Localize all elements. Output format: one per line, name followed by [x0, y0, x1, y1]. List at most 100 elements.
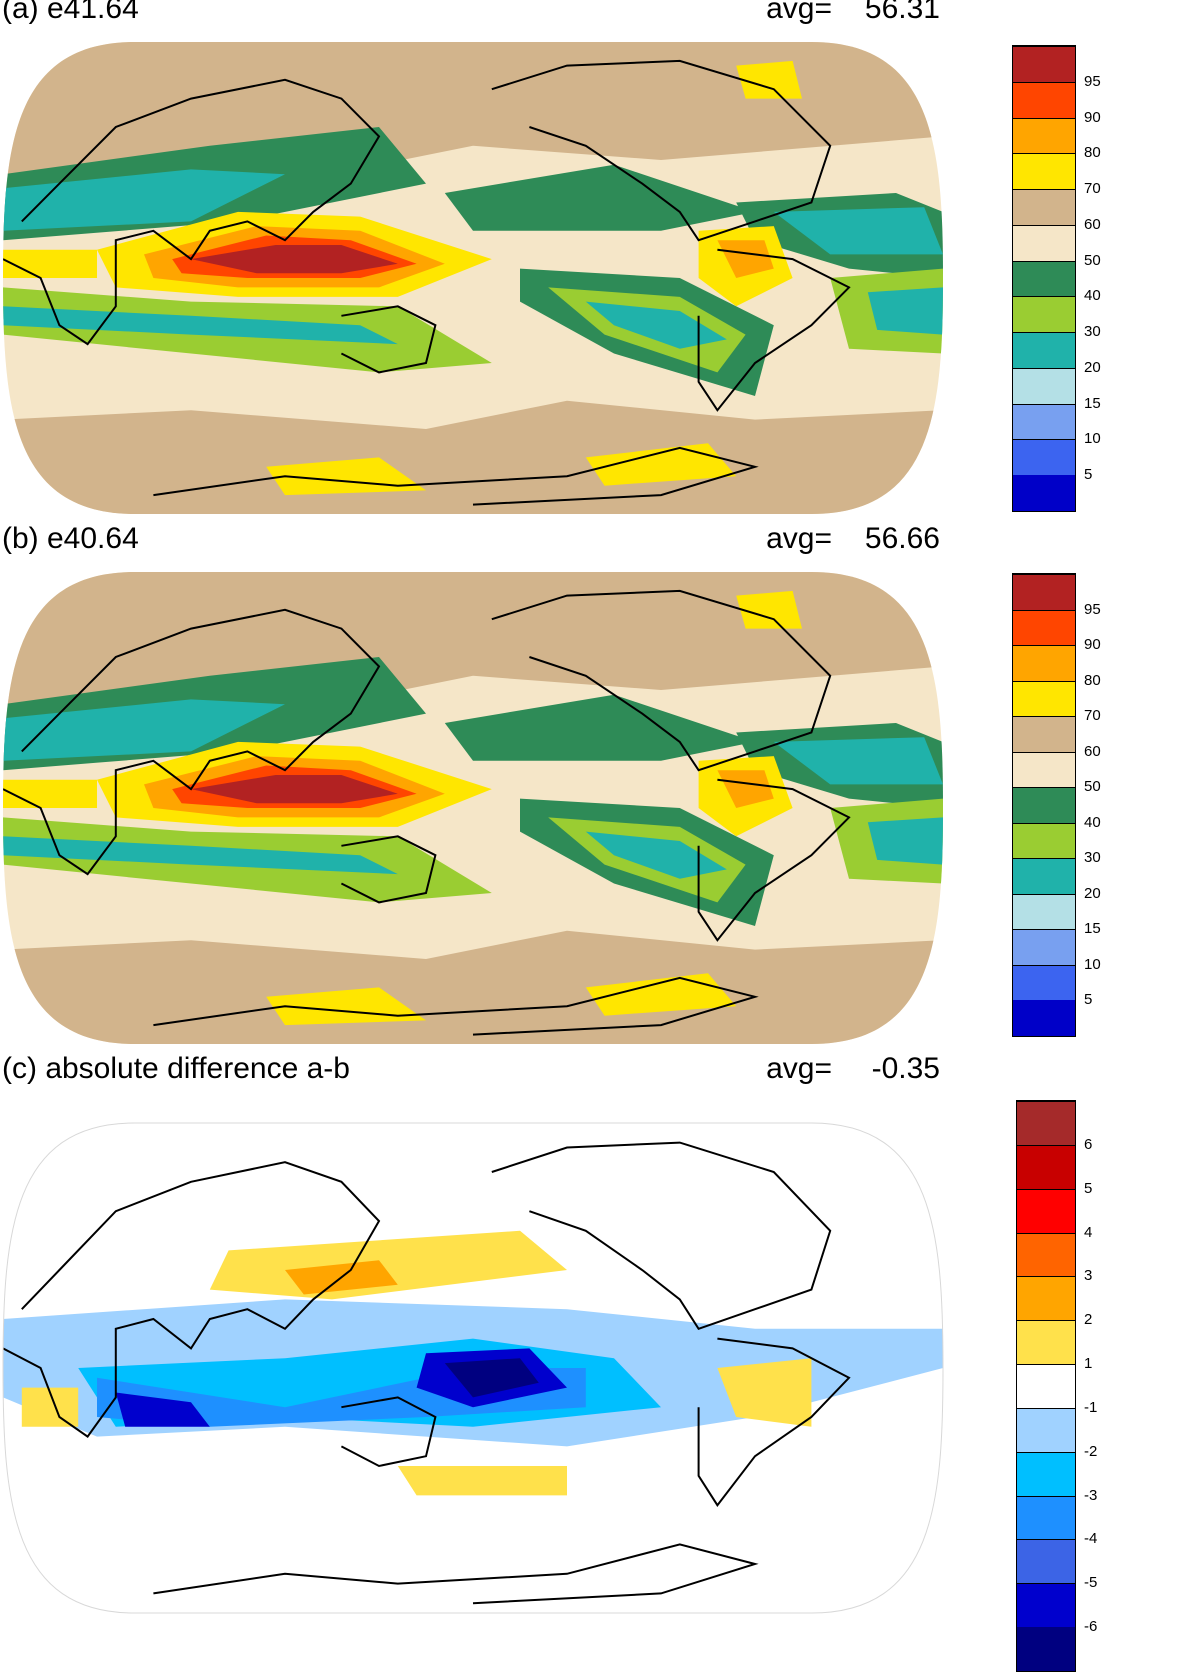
colorbar-swatch — [1013, 332, 1075, 368]
map-outline — [2, 1122, 944, 1614]
teal-north-west — [3, 169, 285, 231]
panel-b: (b) e40.64 avg= 56.66 5 10 15 20 30 40 50 60 70 8… — [0, 522, 1183, 1050]
colorbar-swatch — [1013, 609, 1075, 646]
coastline — [491, 589, 832, 772]
colorbar-swatch — [1017, 1232, 1075, 1277]
amazon-orange — [717, 770, 774, 808]
coastline — [3, 1161, 381, 1438]
colorbar-swatch — [1013, 680, 1075, 717]
colorbar-swatch — [1013, 964, 1075, 1001]
coastline — [153, 976, 759, 1036]
colorbar-tick-label: 30 — [1084, 323, 1101, 341]
avg-label: avg= — [766, 0, 832, 25]
map-a — [3, 42, 943, 514]
avg-value: 56.66 — [864, 522, 940, 555]
colorbar-tick-label: 90 — [1084, 108, 1101, 126]
avg-label: avg= — [766, 522, 832, 555]
colorbar-b: 5 10 15 20 30 40 50 60 70 80 90 95 — [1012, 573, 1132, 1037]
colorbar-swatch — [1013, 716, 1075, 752]
coastline — [340, 835, 437, 904]
colorbar-swatch — [1013, 893, 1075, 930]
colorbar-swatch — [1017, 1539, 1075, 1584]
colorbar-swatch — [1013, 439, 1075, 476]
africa-yellow — [3, 249, 97, 278]
colorbar-swatch — [1013, 296, 1075, 333]
green-north-pacific — [444, 164, 755, 231]
colorbar-swatch — [1017, 1188, 1075, 1233]
colorbar-tick-label: 3 — [1084, 1267, 1093, 1285]
colorbar-swatch — [1013, 1000, 1075, 1036]
colorbar-tick-label: 2 — [1084, 1311, 1093, 1329]
colorbar-swatch — [1013, 224, 1075, 261]
coastline — [697, 248, 851, 412]
warm-pool-darkred — [191, 775, 398, 804]
colorbar-swatch — [1013, 81, 1075, 118]
colorbar-tick-label: 20 — [1084, 358, 1101, 376]
colorbar-swatch — [1017, 1495, 1075, 1540]
panel-title: (b) e40.64 — [2, 522, 139, 555]
colorbar-swatch — [1013, 645, 1075, 681]
coastline — [697, 1337, 851, 1507]
colorbar-tick-label: 40 — [1084, 813, 1101, 831]
colorbar-swatch — [1017, 1101, 1075, 1145]
colorbar-swatch — [1017, 1144, 1075, 1189]
map-b — [3, 572, 943, 1044]
colorbar-tick-label: 15 — [1084, 920, 1101, 938]
panel-title: (a) e41.64 — [2, 0, 139, 25]
africa-yellow — [3, 779, 97, 808]
colorbar-tick-label: 60 — [1084, 742, 1101, 760]
coastline — [697, 778, 851, 942]
south-pacific-yellow — [397, 1466, 567, 1496]
coastline — [3, 78, 381, 346]
greenland-yellow — [736, 590, 802, 629]
teal-atlantic-north — [773, 737, 943, 785]
colorbar-tick-label: 95 — [1084, 72, 1101, 90]
colorbar-swatch — [1017, 1451, 1075, 1496]
colorbar-tick-label: -2 — [1084, 1442, 1098, 1460]
teal-south-pacific — [585, 831, 727, 879]
colorbar-swatch — [1017, 1320, 1075, 1365]
greenland-yellow — [736, 60, 802, 99]
colorbar-box — [1012, 573, 1076, 1037]
indian-ocean-dark-blue — [115, 1392, 210, 1427]
teal-south-indian — [3, 306, 398, 345]
colorbar-swatch — [1017, 1407, 1075, 1452]
colorbar-tick-label: 15 — [1084, 394, 1101, 412]
avg-value: -0.35 — [871, 1052, 940, 1085]
colorbar-swatch — [1013, 751, 1075, 788]
colorbar-tick-label: 70 — [1084, 180, 1101, 198]
colorbar-swatch — [1013, 822, 1075, 859]
colorbar-tick-label: 80 — [1084, 144, 1101, 162]
colorbar-swatch — [1017, 1364, 1075, 1408]
colorbar-box — [1016, 1100, 1076, 1672]
colorbar-swatch — [1013, 260, 1075, 297]
colorbar-tick-label: -1 — [1084, 1398, 1098, 1416]
teal-north-west — [3, 699, 285, 761]
colorbar-tick-label: 1 — [1084, 1355, 1093, 1373]
colorbar-tick-label: 30 — [1084, 849, 1101, 867]
colorbar-swatch — [1017, 1627, 1075, 1671]
warm-pool-darkred — [191, 245, 398, 274]
colorbar-swatch — [1013, 403, 1075, 440]
teal-south-atlantic — [867, 287, 943, 335]
colorbar-swatch — [1013, 929, 1075, 965]
avg-value: 56.31 — [864, 0, 940, 25]
colorbar-tick-label: 10 — [1084, 430, 1101, 448]
colorbar-tick-label: -5 — [1084, 1574, 1098, 1592]
panel-c: (c) absolute difference a-b avg= -0.35 -… — [0, 1052, 1183, 1672]
colorbar-swatch — [1017, 1583, 1075, 1628]
colorbar-tick-label: 6 — [1084, 1135, 1093, 1153]
colorbar-tick-label: 50 — [1084, 778, 1101, 796]
teal-atlantic-north — [773, 207, 943, 255]
colorbar-tick-label: 50 — [1084, 251, 1101, 269]
colorbar-tick-label: 5 — [1084, 991, 1093, 1009]
green-north-pacific — [444, 694, 755, 761]
colorbar-swatch — [1013, 153, 1075, 190]
colorbar-tick-label: 90 — [1084, 636, 1101, 654]
antarctic-yellow — [585, 443, 737, 486]
antarctic-yellow — [585, 973, 737, 1016]
colorbar-tick-label: -4 — [1084, 1530, 1098, 1548]
colorbar-tick-label: 95 — [1084, 600, 1101, 618]
colorbar-tick-label: 4 — [1084, 1223, 1093, 1241]
colorbar-tick-label: -3 — [1084, 1486, 1098, 1504]
